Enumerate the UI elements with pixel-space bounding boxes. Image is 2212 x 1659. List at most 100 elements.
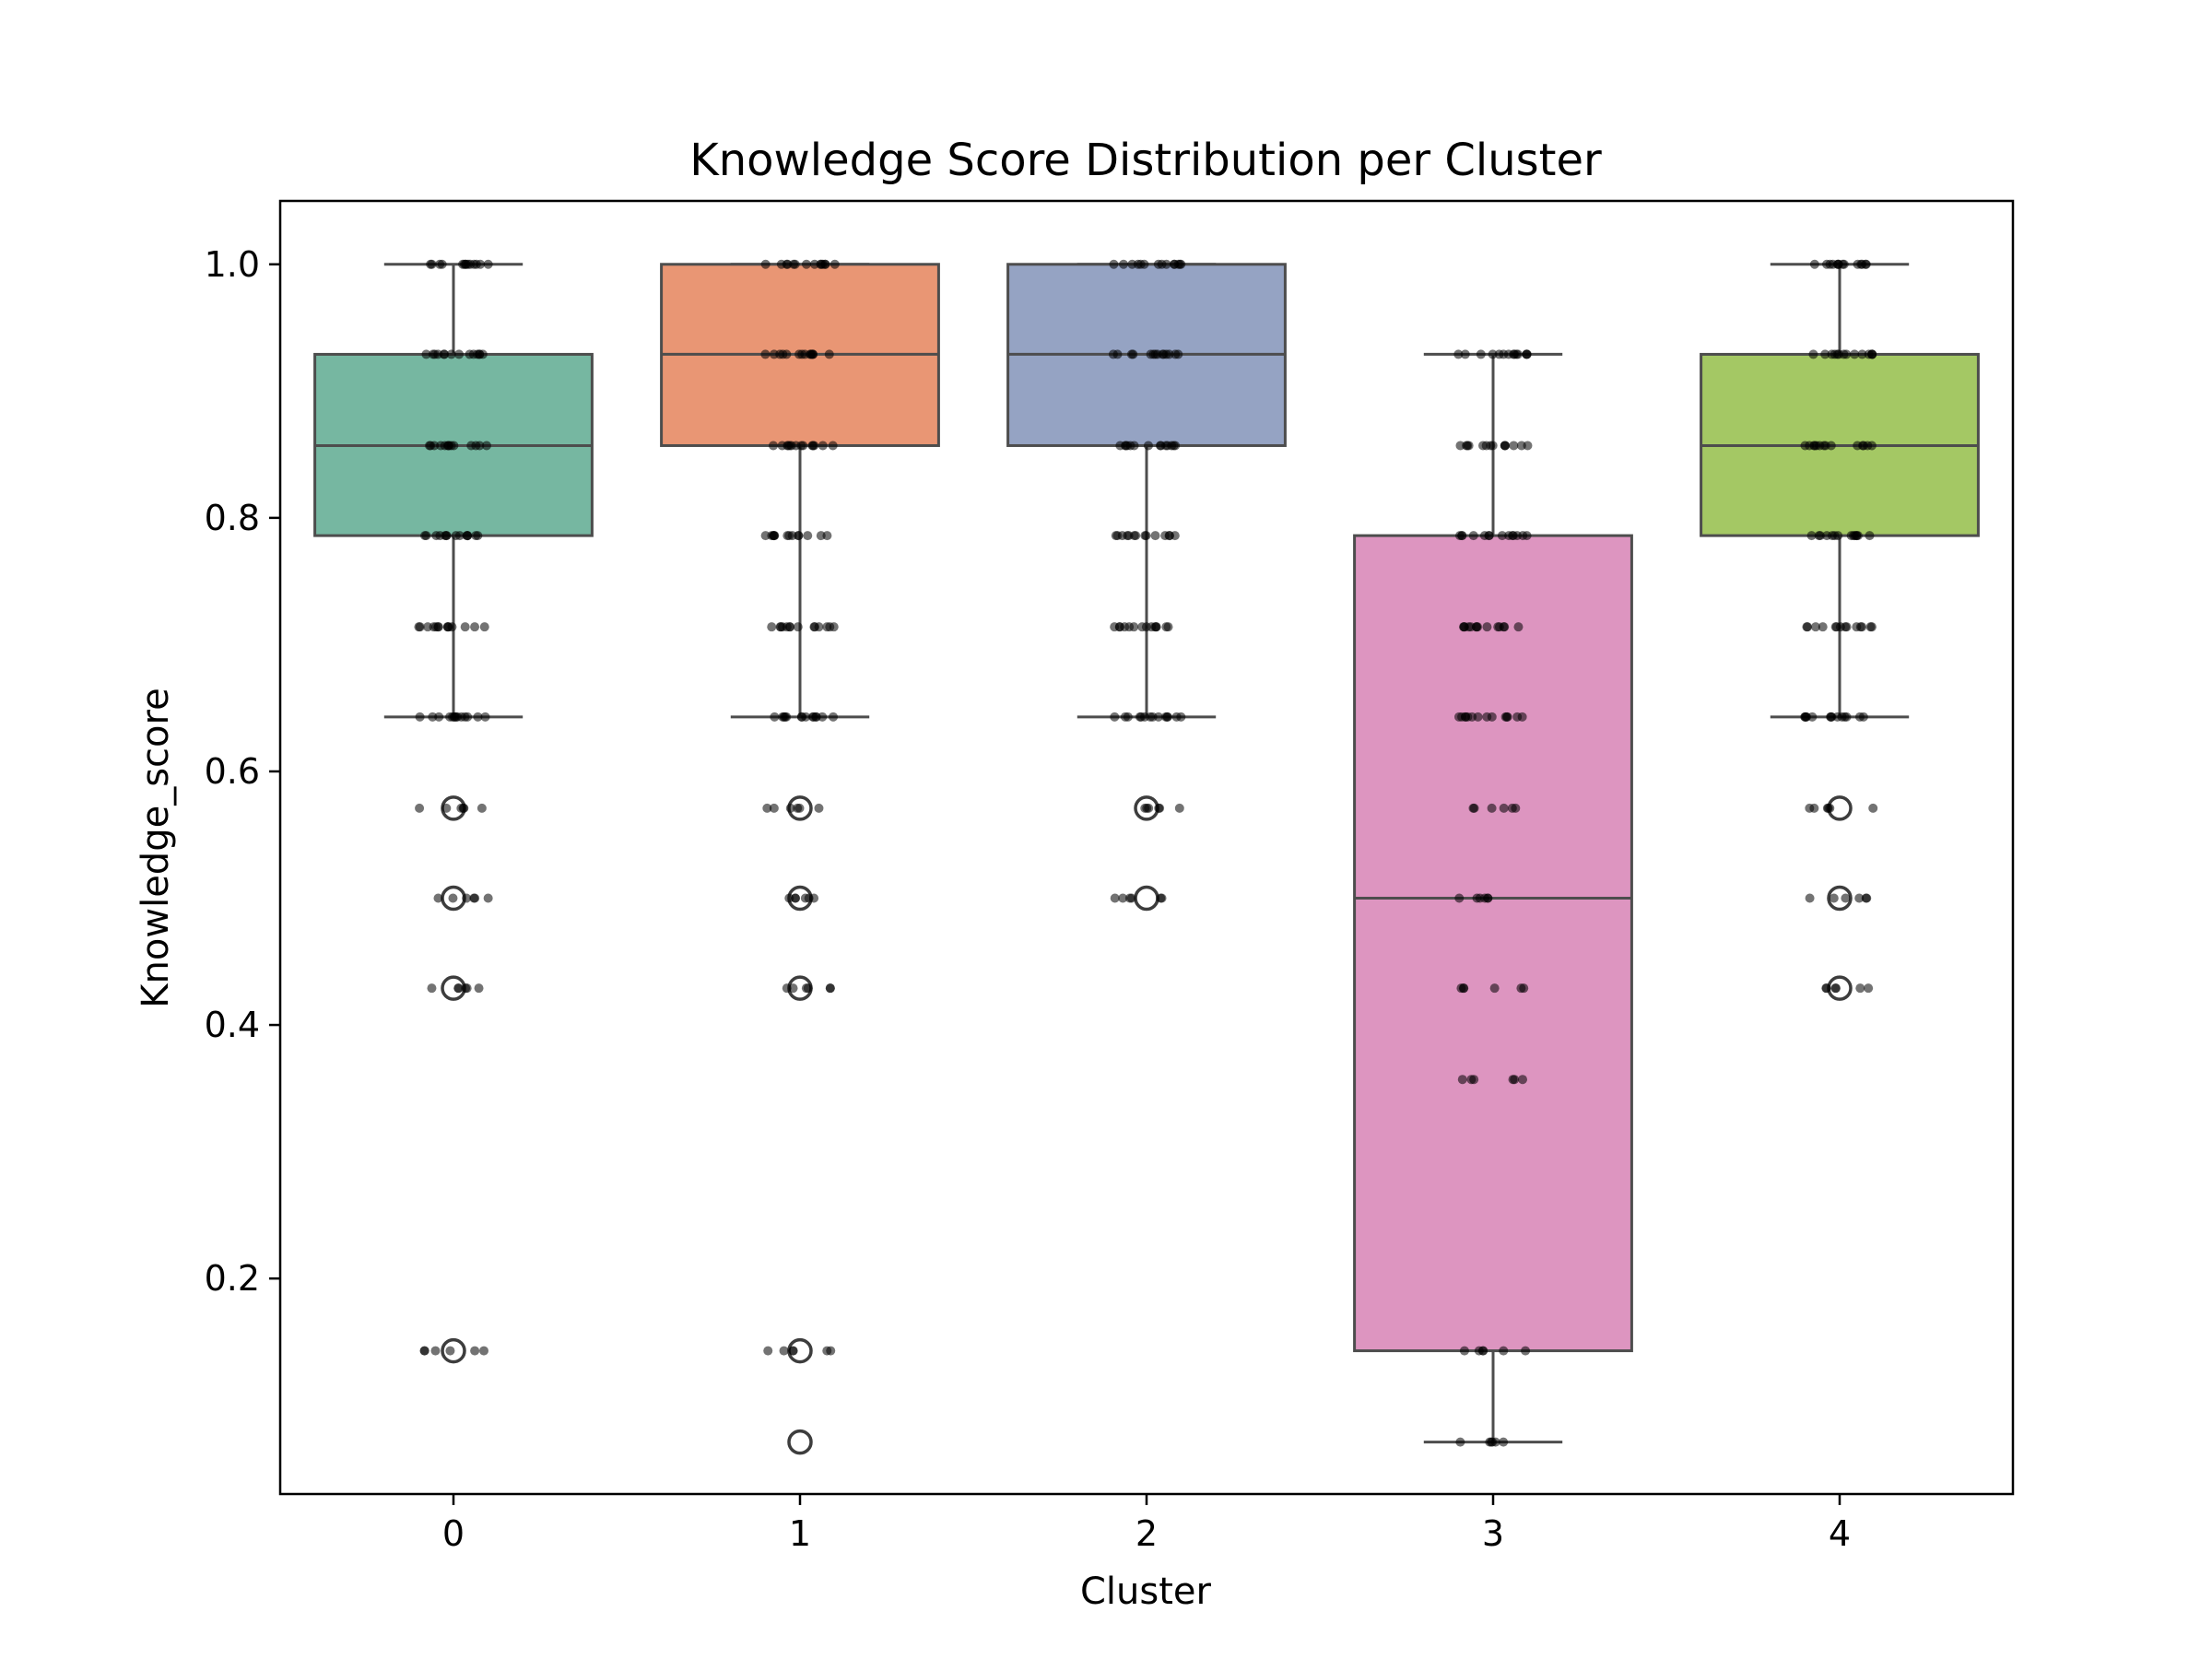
strip-point xyxy=(1150,531,1160,541)
strip-point xyxy=(767,622,777,632)
strip-point xyxy=(441,803,452,813)
strip-point xyxy=(1500,441,1511,451)
strip-point xyxy=(796,441,806,451)
strip-point xyxy=(1479,531,1489,541)
strip-point xyxy=(793,803,803,813)
strip-point xyxy=(1127,259,1137,269)
strip-point xyxy=(1826,441,1836,451)
strip-point xyxy=(1852,531,1862,541)
strip-point xyxy=(785,622,795,632)
strip-point xyxy=(1507,803,1517,813)
strip-point xyxy=(1864,983,1874,994)
strip-point xyxy=(1855,983,1865,994)
strip-point xyxy=(807,349,818,359)
strip-point xyxy=(1156,441,1166,451)
strip-point xyxy=(460,622,470,632)
strip-point xyxy=(1467,712,1477,722)
strip-point xyxy=(1121,441,1131,451)
strip-point xyxy=(828,441,838,451)
strip-point xyxy=(1828,259,1838,269)
strip-point xyxy=(1142,803,1152,813)
strip-point xyxy=(779,1346,789,1356)
strip-point xyxy=(1501,712,1512,722)
box-iqr xyxy=(1353,534,1633,1353)
strip-point xyxy=(769,531,779,541)
strip-point xyxy=(1854,893,1865,903)
strip-point xyxy=(809,622,819,632)
x-tick-label: 0 xyxy=(442,1513,465,1554)
strip-point xyxy=(478,1346,488,1356)
strip-point xyxy=(1850,349,1860,359)
strip-point xyxy=(1173,349,1183,359)
strip-point xyxy=(800,349,810,359)
y-tick-label: 0.2 xyxy=(205,1258,260,1299)
strip-point xyxy=(1489,983,1500,994)
strip-point xyxy=(760,349,771,359)
strip-point xyxy=(473,712,483,722)
strip-point xyxy=(446,349,456,359)
x-tick-label: 2 xyxy=(1135,1513,1158,1554)
y-tick-label: 0.4 xyxy=(205,1005,260,1045)
box-group-cluster-2 xyxy=(1006,263,1287,912)
strip-point xyxy=(825,983,835,994)
strip-point xyxy=(1820,349,1830,359)
strip-point xyxy=(1522,349,1532,359)
strip-point xyxy=(1841,712,1852,722)
strip-point xyxy=(1512,531,1523,541)
strip-point xyxy=(1500,622,1510,632)
strip-point xyxy=(419,1346,429,1356)
strip-point xyxy=(414,622,424,632)
strip-point xyxy=(793,622,803,632)
strip-point xyxy=(1504,531,1514,541)
strip-point xyxy=(466,441,477,451)
strip-point xyxy=(796,712,806,722)
box-group-cluster-3 xyxy=(1353,352,1633,1444)
strip-point xyxy=(1805,893,1815,903)
strip-point xyxy=(1841,349,1852,359)
strip-point xyxy=(1158,349,1168,359)
strip-point xyxy=(1868,803,1878,813)
strip-point xyxy=(1822,803,1832,813)
strip-point xyxy=(801,259,811,269)
x-tick-label: 1 xyxy=(789,1513,811,1554)
strip-point xyxy=(1821,983,1831,994)
strip-point xyxy=(1481,441,1491,451)
strip-point xyxy=(1801,712,1811,722)
strip-point xyxy=(469,259,479,269)
strip-point xyxy=(1858,712,1868,722)
strip-point xyxy=(1517,712,1527,722)
strip-point xyxy=(1512,349,1522,359)
strip-point xyxy=(1153,259,1163,269)
strip-point xyxy=(809,441,819,451)
strip-point xyxy=(1129,622,1139,632)
strip-point xyxy=(1853,441,1863,451)
strip-point xyxy=(1161,259,1171,269)
strip-point xyxy=(441,531,452,541)
strip-point xyxy=(462,983,472,994)
strip-point xyxy=(1160,531,1171,541)
strip-point xyxy=(1163,622,1173,632)
strip-point xyxy=(1464,441,1474,451)
strip-point xyxy=(1153,712,1163,722)
strip-point xyxy=(448,893,458,903)
strip-point xyxy=(782,259,793,269)
strip-point xyxy=(1126,349,1136,359)
strip-point xyxy=(1522,531,1532,541)
strip-point xyxy=(1155,803,1165,813)
strip-point xyxy=(777,622,787,632)
strip-point xyxy=(818,712,828,722)
strip-point xyxy=(469,893,479,903)
strip-point xyxy=(1865,531,1875,541)
box-group-cluster-0 xyxy=(313,263,594,1364)
strip-points-cluster-3 xyxy=(1453,349,1533,1447)
strip-point xyxy=(439,349,449,359)
strip-point xyxy=(1141,531,1151,541)
strip-point xyxy=(1143,441,1153,451)
strip-point xyxy=(788,1346,798,1356)
strip-point xyxy=(481,441,491,451)
strip-point xyxy=(820,259,830,269)
strip-point xyxy=(465,349,475,359)
strip-point xyxy=(1806,531,1817,541)
strip-point xyxy=(775,349,785,359)
